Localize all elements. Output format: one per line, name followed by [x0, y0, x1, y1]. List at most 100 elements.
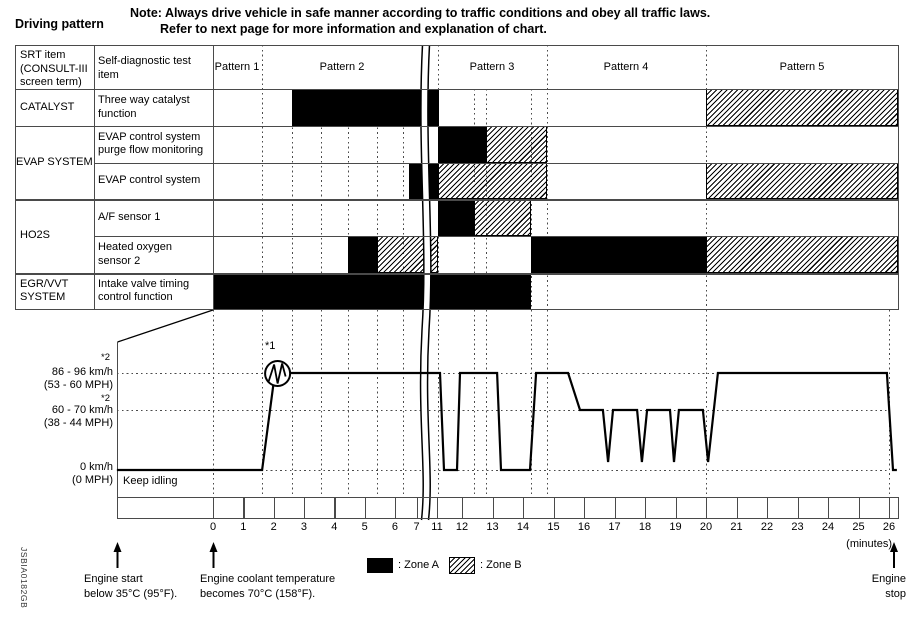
- srt-group-egr-vvt: EGR/VVT SYSTEM: [20, 277, 69, 304]
- speed-polyline: [116, 371, 897, 472]
- test-item-intake-valve-timing: Intake valve timing control function: [98, 277, 190, 304]
- minute-tick-label: 14: [516, 521, 530, 533]
- minute-tick-label: 20: [699, 521, 713, 533]
- minute-tick: [273, 497, 276, 518]
- minute-tick: [767, 497, 769, 518]
- pattern-5-label: Pattern 5: [779, 61, 825, 73]
- minute-tick: [303, 497, 306, 518]
- mid-speed-label-mph: (38 - 44 MPH): [43, 417, 113, 429]
- graph-gridline: [291, 310, 293, 497]
- graph-gridline: [486, 310, 488, 497]
- page-title: Driving pattern: [15, 17, 104, 31]
- engine-start-note: Engine start below 35°C (95°F).: [84, 573, 178, 600]
- high-speed-label-mph: (53 - 60 MPH): [43, 379, 113, 391]
- minute-tick: [523, 497, 525, 518]
- minute-tick: [889, 497, 891, 518]
- graph-left-border: [117, 342, 119, 498]
- engine-start-arrow: [113, 542, 122, 568]
- table-gridline: [347, 89, 349, 309]
- table-gridline: [376, 89, 378, 309]
- graph-gridline: [530, 310, 532, 497]
- zone-a-bar: [438, 126, 487, 163]
- minute-tick: [437, 497, 439, 518]
- srt-group-catalyst: CATALYST: [20, 100, 75, 113]
- mid-speed-footnote: *2: [101, 393, 110, 404]
- zone-b-label: : Zone B: [480, 559, 522, 571]
- zone-a-label: : Zone A: [398, 559, 439, 571]
- minute-tick-label: 7: [413, 521, 420, 533]
- graph-gridline: [262, 310, 264, 497]
- minute-tick-label: 19: [669, 521, 682, 533]
- mid-speed-gridline: [117, 410, 890, 411]
- minute-tick: [797, 497, 799, 518]
- pattern-boundary-gridline: [262, 45, 264, 309]
- magnifier-marker-label: *1: [265, 340, 276, 352]
- minute-tick-label: 25: [852, 521, 865, 533]
- minute-tick-label: 26: [882, 521, 896, 533]
- minute-tick-label: 0: [209, 521, 217, 533]
- engine-stop-arrow: [890, 542, 898, 568]
- table-header-srt-item: SRT item (CONSULT-III screen term): [20, 49, 88, 88]
- minute-tick: [492, 497, 494, 518]
- minute-tick: [213, 497, 215, 518]
- axis-break-right-curve: [426, 44, 432, 521]
- minute-tick-label: 23: [791, 521, 804, 533]
- test-item-evap-purge-flow: EVAP control system purge flow monitorin…: [98, 130, 204, 157]
- minute-tick-label: 16: [577, 521, 591, 533]
- coolant-temp-arrow: [209, 542, 218, 568]
- zone-a-bar: [438, 199, 475, 236]
- graph-gridline: [706, 310, 707, 497]
- keep-idling-label: Keep idling: [123, 475, 178, 487]
- table-gridline: [291, 89, 293, 309]
- minute-tick-label: 5: [361, 521, 368, 533]
- minute-tick-label: 4: [331, 521, 338, 533]
- srt-group-ho2s: HO2S: [20, 229, 50, 242]
- minute-tick: [243, 497, 245, 518]
- pattern-boundary-gridline: [547, 45, 549, 309]
- pattern-4-label: Pattern 4: [603, 61, 649, 73]
- axis-break-left-curve: [419, 44, 425, 521]
- zone-a-bar: [291, 89, 440, 126]
- minute-tick-label: 18: [638, 521, 652, 533]
- table-gridline: [403, 89, 405, 309]
- zone-b-bar: [706, 236, 899, 274]
- pattern-2-label: Pattern 2: [319, 61, 365, 73]
- minutes-unit-label: (minutes): [846, 538, 892, 550]
- graph-gridline: [438, 310, 440, 497]
- minute-tick-label: 22: [760, 521, 774, 533]
- zero-speed-label: 0 km/h: [79, 461, 113, 473]
- test-item-heated-o2-sensor-2: Heated oxygen sensor 2: [98, 241, 172, 267]
- minute-tick-label: 24: [821, 521, 835, 533]
- minute-tick: [553, 497, 555, 518]
- zone-b-bar: [438, 162, 548, 200]
- minute-tick: [584, 497, 586, 518]
- graph-gridline: [213, 310, 214, 497]
- graph-gridline: [320, 310, 322, 497]
- table-header-test-item: Self-diagnostic test item: [98, 55, 191, 81]
- axis-band-top: [117, 497, 899, 499]
- minute-tick-label: 1: [240, 521, 247, 533]
- zone-b-bar: [486, 126, 548, 163]
- pattern-1-label: Pattern 1: [214, 61, 260, 73]
- high-speed-gridline: [117, 373, 890, 374]
- test-item-three-way-catalyst: Three way catalyst function: [98, 94, 190, 120]
- zone-b-bar: [706, 162, 899, 200]
- graph-gridline: [403, 310, 405, 497]
- minute-tick-label: 12: [455, 521, 469, 533]
- minute-tick: [394, 497, 397, 518]
- zone-a-swatch: [367, 558, 393, 573]
- minute-tick: [858, 497, 860, 518]
- engine-stop-note: Engine stop: [871, 573, 906, 600]
- high-speed-label: 86 - 96 km/h: [51, 366, 113, 378]
- zero-speed-label-mph: (0 MPH): [72, 474, 113, 486]
- zone-a-bar: [213, 273, 531, 309]
- minute-tick: [645, 497, 647, 518]
- table-to-graph-connector: [117, 309, 214, 343]
- minute-tick: [736, 497, 738, 518]
- magnifier-zigzag: [267, 363, 287, 384]
- minute-tick: [675, 497, 677, 518]
- note-line1: Note: Always drive vehicle in safe manne…: [130, 6, 711, 20]
- minute-tick-label: 17: [608, 521, 621, 533]
